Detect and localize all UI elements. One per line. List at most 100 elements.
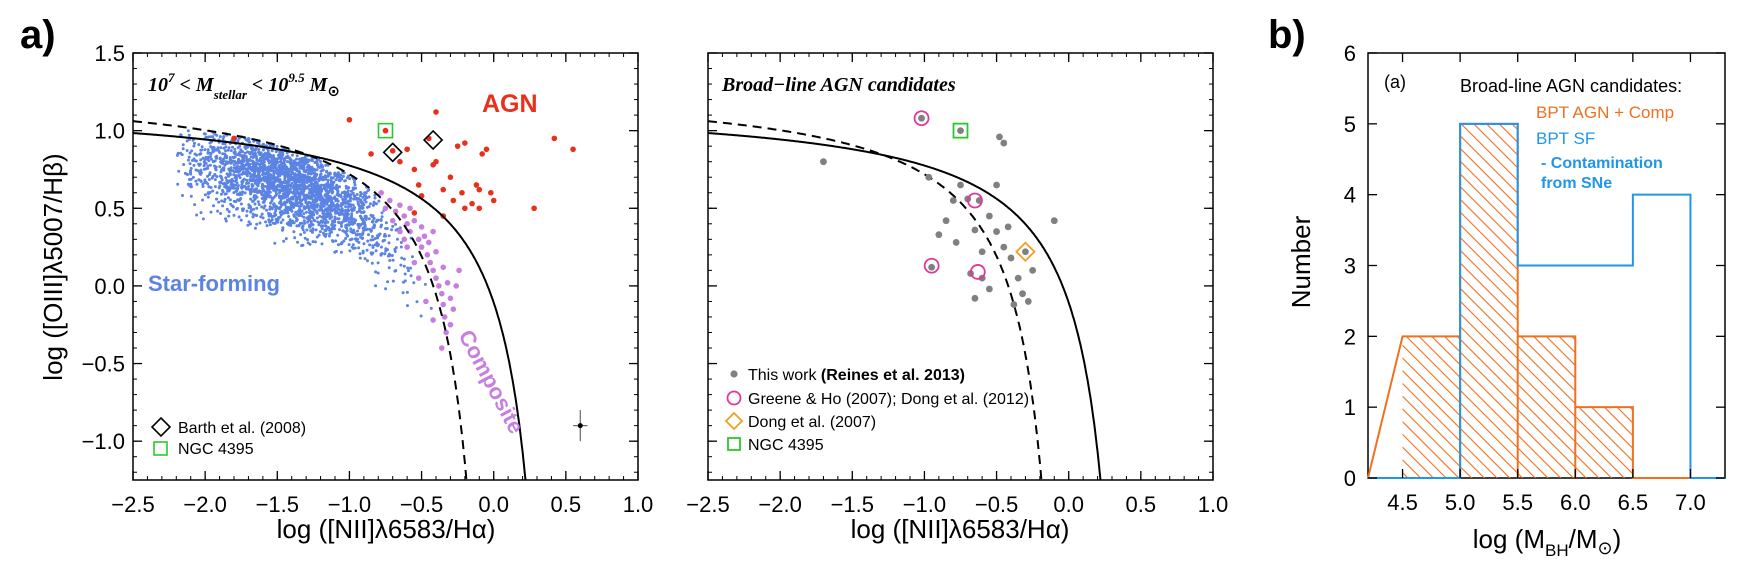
sf-point [321,204,325,208]
sf-point [245,214,249,218]
sf-point [268,172,272,176]
sf-point [273,170,277,174]
sf-point [211,150,215,154]
sf-point [298,209,301,213]
sf-point [274,205,278,209]
sf-point [244,138,248,142]
sf-point [342,171,346,175]
agn-point [479,151,485,157]
candidate-point [928,263,936,271]
sf-point [240,192,244,196]
sf-point [235,192,239,196]
sf-point [393,269,397,273]
sf-point [220,199,224,203]
candidate-point [971,226,979,234]
sf-point [201,198,205,202]
sf-point [307,194,311,198]
sf-point [235,176,238,180]
sf-point [368,227,372,231]
composite-point [443,329,449,336]
sf-point [292,165,296,169]
sf-point [390,228,394,232]
sf-point [291,167,295,171]
sf-point [419,314,423,318]
sf-point [252,207,256,211]
sf-point [234,161,238,165]
sf-point [289,184,293,188]
sf-point [412,281,416,285]
sf-point [272,156,276,160]
sf-point [306,196,310,200]
sf-point [409,266,413,270]
composite-point [430,267,436,274]
sf-point [326,211,329,215]
sf-point [302,219,306,223]
sf-point [273,211,277,215]
candidate-point [925,173,933,181]
sf-point [249,208,253,212]
sf-point [403,272,407,276]
sf-point [320,183,323,187]
sf-point [300,209,304,213]
sf-point [317,176,321,180]
sf-point [328,214,332,218]
kauffmann-line [708,120,1043,480]
sf-point [351,231,355,235]
sf-point [311,216,315,220]
sf-point [302,212,306,216]
sf-point [326,181,330,185]
sf-point [226,196,230,200]
sf-point [190,149,194,153]
sf-point [363,220,366,224]
sf-point [352,187,356,190]
sf-point [237,136,241,140]
sf-point [307,223,311,227]
sf-point [212,204,215,208]
x-tick-label: 5.5 [1502,490,1533,515]
sf-point [199,211,203,215]
sf-point [350,245,354,249]
x-tick-label: 0.5 [551,492,582,517]
sf-point [364,197,368,200]
sf-point [310,196,314,200]
sf-point [348,249,352,253]
sf-point [251,215,255,219]
sf-point [242,159,246,163]
sf-point [310,171,314,175]
panel-label-a: a) [20,13,56,57]
sf-point [257,150,261,154]
sf-point [351,243,355,247]
sf-point [276,218,280,222]
sf-point [342,199,346,203]
sf-point [230,179,234,183]
sf-point [307,215,311,219]
composite-point [397,228,403,235]
x-tick-label: 0.0 [478,492,509,517]
sf-point [315,193,319,197]
sf-point [317,223,321,227]
sf-point [249,190,253,194]
sf-point [399,241,403,244]
y-tick-label: 5 [1344,112,1356,137]
sf-point [363,191,367,195]
sf-point [353,246,357,250]
sf-point [207,192,210,196]
sf-point [347,243,351,247]
sf-point [255,187,259,191]
sf-point [283,203,287,207]
sf-point [266,184,270,188]
composite-point [378,189,384,196]
sf-point [383,252,387,256]
sf-point [206,182,210,186]
composite-point [447,321,454,328]
sf-point [293,183,297,187]
sf-point [324,224,328,228]
sf-point [255,190,259,194]
sf-point [221,137,225,141]
sf-point [258,153,262,157]
sf-point [235,189,238,193]
sf-point [262,200,266,204]
star-forming-points [175,129,433,318]
sf-point [237,157,241,161]
legend-label-ngc4395: NGC 4395 [178,441,254,458]
